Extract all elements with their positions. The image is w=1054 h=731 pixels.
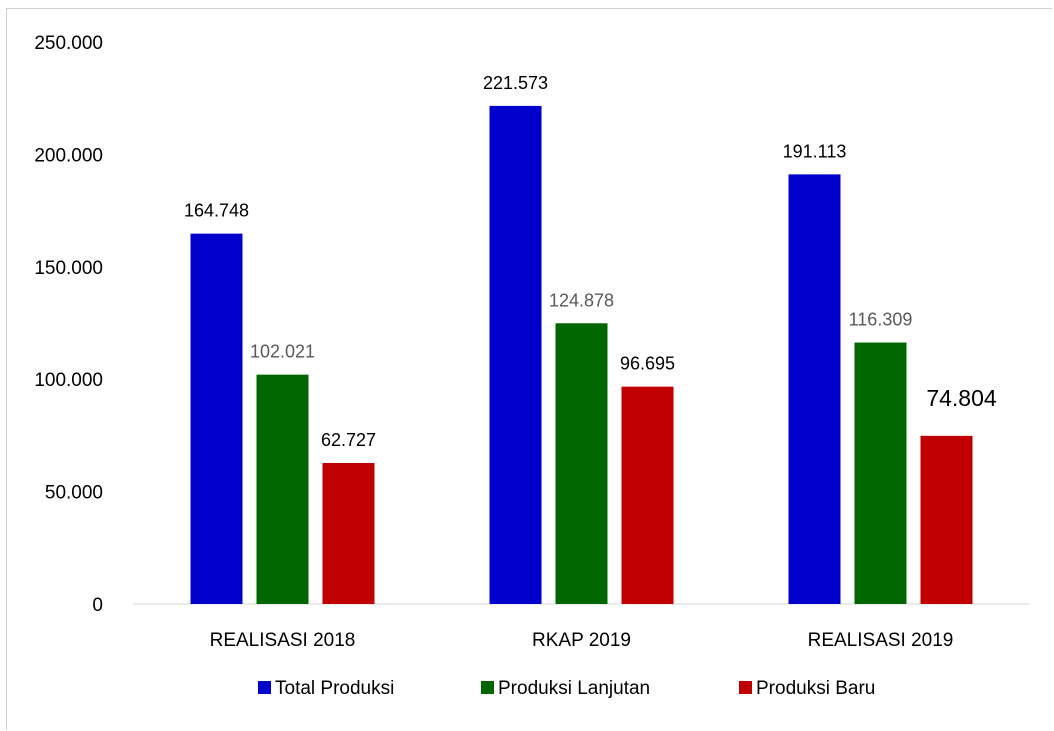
x-axis: REALISASI 2018 RKAP 2019 REALISASI 2019 [210, 630, 954, 651]
y-tick-label: 250.000 [34, 33, 103, 54]
legend-label: Produksi Lanjutan [498, 678, 650, 699]
x-tick-label: REALISASI 2018 [210, 630, 356, 651]
legend-label: Total Produksi [275, 678, 394, 699]
y-tick-label: 0 [92, 595, 103, 616]
data-label: 62.727 [321, 430, 376, 450]
bars [190, 105, 973, 605]
data-label: 164.748 [184, 201, 249, 221]
y-tick-label: 200.000 [34, 145, 103, 166]
y-axis: 0 50.000 100.000 150.000 200.000 250.000 [34, 33, 103, 616]
y-tick-label: 150.000 [34, 258, 103, 279]
bar [190, 233, 243, 605]
y-tick-label: 100.000 [34, 370, 103, 391]
bar [920, 435, 973, 604]
bar [489, 105, 542, 604]
y-tick-label: 50.000 [45, 483, 103, 504]
data-label: 74.804 [926, 385, 997, 411]
legend-swatch [739, 681, 752, 694]
bar [854, 342, 907, 604]
data-label: 124.878 [549, 290, 614, 310]
bar [256, 374, 309, 604]
legend-label: Produksi Baru [756, 678, 875, 699]
data-labels: 164.748 102.021 62.727 221.573 124.878 96.695… [184, 73, 997, 450]
data-label: 102.021 [250, 342, 315, 362]
data-label: 96.695 [620, 354, 675, 374]
data-label: 191.113 [783, 141, 847, 161]
legend: Total Produksi Produksi Lanjutan Produksi … [258, 678, 875, 699]
bar [788, 174, 841, 604]
bar [555, 323, 608, 604]
data-label: 221.573 [483, 73, 548, 93]
data-label: 116.309 [849, 310, 913, 330]
legend-swatch [481, 681, 494, 694]
bar [621, 386, 674, 604]
legend-swatch [258, 681, 271, 694]
x-tick-label: REALISASI 2019 [808, 630, 954, 651]
bar [322, 462, 375, 604]
x-tick-label: RKAP 2019 [532, 630, 631, 651]
